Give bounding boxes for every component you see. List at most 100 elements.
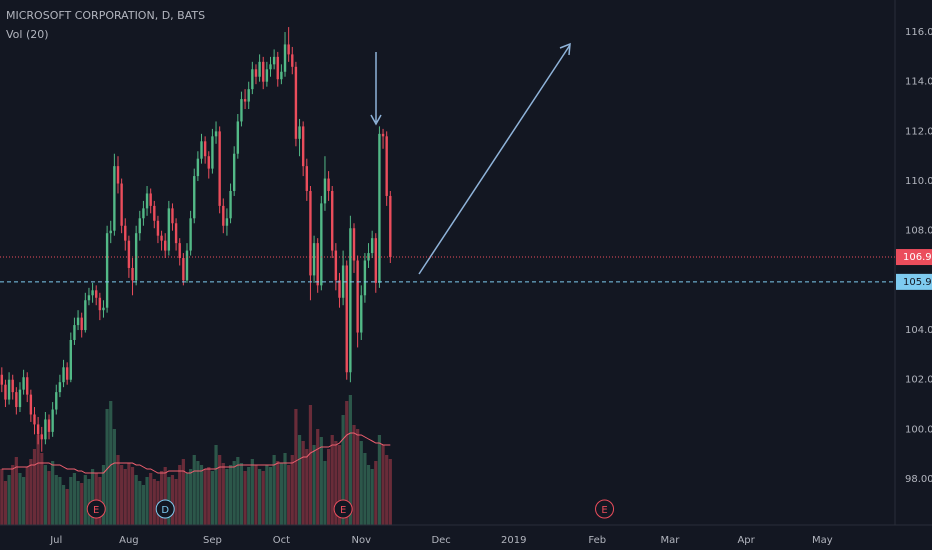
candle-body [109,230,112,234]
overlays: 98.00100.00102.00104.00106.00108.00110.0… [0,27,932,546]
candle-body [153,205,156,221]
volume-bar [127,463,131,525]
volume-bar [123,469,127,525]
volume-bar [323,461,327,525]
candle-body [287,44,290,55]
candle-body [149,193,152,206]
volume-bar [80,483,84,525]
candle-body [102,307,105,311]
volume-bar [36,435,40,525]
candle-body [232,153,236,191]
candle-body [236,121,240,154]
y-tick-label: 110.00 [905,176,932,187]
volume-bar [232,461,236,525]
volume-bar [120,465,124,525]
event-label: D [161,505,169,516]
candle-body [80,317,83,331]
candle-body [15,392,18,408]
volume-bar [94,473,98,525]
volume-bar [385,455,389,525]
volume-bar [261,471,265,525]
y-tick-label: 114.00 [905,77,932,88]
volume-bar [265,465,269,525]
candle-body [360,295,363,333]
candle-body [280,71,283,80]
volume-bar [218,455,222,525]
volume-bar [54,475,58,525]
volume-bar [247,467,251,525]
volume-bar [297,435,302,525]
candle-body [265,69,269,82]
candle-body [98,297,102,311]
volume-bar [14,457,18,525]
candle-body [243,99,247,102]
volume-bar [388,459,392,525]
candle-body [345,265,348,373]
candle-body [58,382,62,393]
candle-body [18,389,22,408]
candle-body [305,166,309,191]
candle-body [349,228,352,373]
candle-body [312,243,316,276]
volume-bar [112,429,116,525]
volume-bar [225,469,229,525]
candle-body [113,166,116,231]
volume-bar [207,467,211,525]
volume-bar [25,467,29,525]
volume-bar [348,395,352,525]
x-tick-label: Dec [431,535,450,546]
candle-body [164,240,167,251]
candle-body [138,218,141,234]
candle-body [124,225,127,241]
candle-body [196,158,200,177]
volume-bar [181,459,185,525]
candle-body [87,295,91,301]
candle-body [47,419,51,432]
volume-bar [138,481,142,525]
volume-bar [0,469,4,525]
drawing-trend-arrow [418,44,571,275]
candle-body [294,66,298,139]
candle-body [134,233,138,281]
drawing-arrow-head [370,114,382,126]
candle-body [207,156,210,169]
candle-body [338,280,341,298]
candle-body [167,208,171,251]
candle-body [251,69,254,90]
candle-body [363,260,367,296]
candle-body [320,203,323,286]
y-tick-label: 116.00 [905,27,932,38]
volume-bar [11,465,15,525]
y-tick-label: 102.00 [905,375,932,386]
volume-bar [170,475,175,525]
volume-bar [65,489,69,525]
candle-body [4,384,7,400]
x-tick-label: May [812,535,833,546]
candle-body [127,240,131,268]
volume-bar [290,455,294,525]
x-tick-label: Apr [737,535,755,546]
candle-body [276,56,279,80]
volume-bar [243,471,247,525]
candle-body [84,300,87,331]
volume-bar [330,435,334,525]
candle-body [378,133,381,283]
candle-body [331,190,334,251]
volume-bar [87,479,91,525]
volume-bar [301,441,305,525]
volume-bar [337,445,342,525]
volume-bar [145,477,149,525]
event-marker [86,499,106,519]
candle-body [258,61,261,77]
volume-bar [359,441,363,525]
drawing-trend-arrow-head [559,42,571,56]
volume-bar [283,453,287,525]
volume-bar [159,471,164,525]
volume-bar [272,455,276,525]
volume-bar [258,469,262,525]
volume-bar [141,485,146,525]
candle-body [356,260,359,333]
volume-bar [356,429,360,525]
volume-bar [268,467,273,525]
candle-body [178,243,181,259]
